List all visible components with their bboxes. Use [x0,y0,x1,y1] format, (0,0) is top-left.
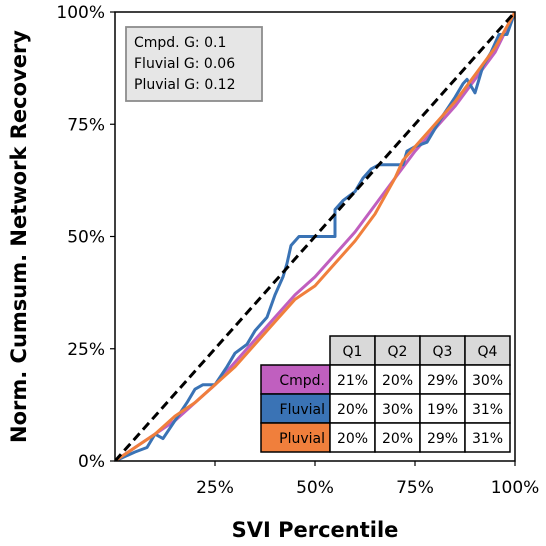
table-value-cell [374,364,421,395]
table-header-cell [464,335,511,366]
reference-diagonal-line [115,12,515,461]
x-tick-label: 50% [296,478,334,498]
quartile-table: Q1 Q2 Q3 Q4 Cmpd. 21% 20% 29% 30% Fluvial 20% 30% 19… [259,335,512,454]
table-value: 20% [337,431,368,447]
y-tick-label: 0% [78,452,105,472]
table-header-label: Q1 [343,344,363,360]
table-value: 30% [472,373,503,389]
series-line-cmpd [115,12,515,461]
table-row-label: Fluvial [280,402,325,418]
y-tick-label: 75% [67,115,105,135]
gini-box-background [125,26,263,102]
gini-box: Cmpd. G: 0.1 Fluvial G: 0.06 Pluvial G: 0.… [125,26,263,102]
table-header-cell [374,335,421,366]
gini-box-entry: Fluvial G: 0.06 [134,56,235,72]
table-value-cell [374,422,421,453]
gini-box-entry: Pluvial G: 0.12 [134,77,236,93]
table-row-label-cell [260,364,331,395]
x-axis-label: SVI Percentile [232,518,399,542]
table-value-cell [464,393,511,424]
table-header-label: Q4 [478,344,498,360]
table-value: 31% [472,402,503,418]
y-axis-label: Norm. Cumsum. Network Recovery [7,30,31,443]
x-tick-label: 75% [396,478,434,498]
plot-overlays: Cmpd. G: 0.1 Fluvial G: 0.06 Pluvial G: 0.… [125,26,512,454]
table-value-cell [329,393,376,424]
x-tick-label: 25% [196,478,234,498]
table-row-label: Pluvial [279,431,325,447]
table-value: 19% [427,402,458,418]
plot-marks [115,12,515,461]
series-line-fluvial [115,12,515,461]
table-value: 31% [472,431,503,447]
y-tick-label: 50% [67,228,105,248]
table-value-cell [374,393,421,424]
table-value: 20% [382,373,413,389]
table-value: 20% [337,402,368,418]
table-value-cell [419,393,466,424]
table-value-cell [329,422,376,453]
y-tick-label: 100% [56,3,105,23]
table-value-cell [464,422,511,453]
table-value-cell [464,364,511,395]
table-value: 30% [382,402,413,418]
table-value: 29% [427,431,458,447]
table-row-label: Cmpd. [279,373,325,389]
table-value: 29% [427,373,458,389]
table-row-label-cell [260,422,331,453]
table-header-label: Q3 [433,344,453,360]
axes: 25% 50% 75% 100% 0% 25% 50% 75% 100% [56,3,539,498]
series-line-pluvial [115,12,515,461]
gini-box-entry: Cmpd. G: 0.1 [134,35,226,51]
y-tick-label: 25% [67,340,105,360]
table-value: 21% [337,373,368,389]
table-value-cell [329,364,376,395]
table-header-label: Q2 [388,344,408,360]
x-tick-label: 100% [491,478,540,498]
table-value: 20% [382,431,413,447]
table-header-cell [329,335,376,366]
